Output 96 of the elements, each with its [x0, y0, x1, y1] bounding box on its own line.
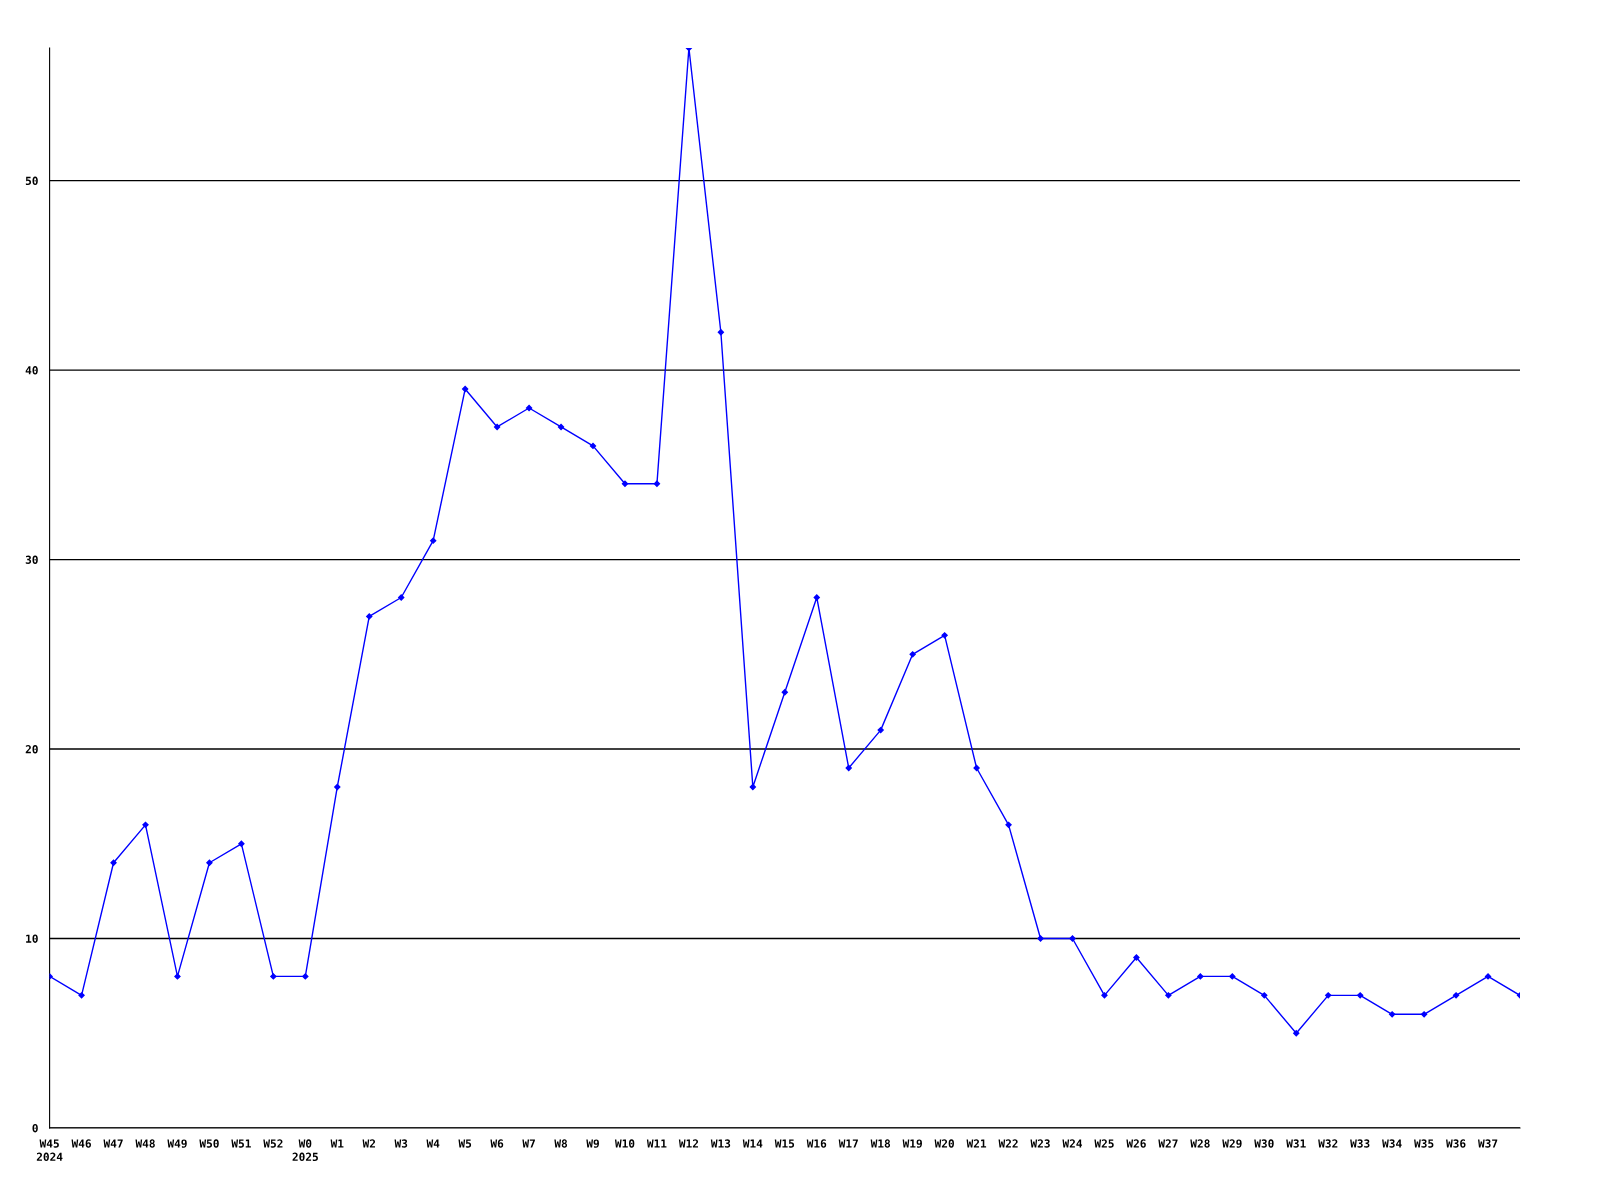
x-tick-label: W37: [1478, 1139, 1498, 1148]
point: [110, 859, 117, 866]
point: [174, 973, 181, 980]
x-tick-label: W22: [998, 1139, 1018, 1148]
x-tick-label: W5: [458, 1139, 472, 1148]
point: [461, 385, 469, 393]
point: [493, 423, 501, 431]
point: [909, 651, 916, 658]
point: [302, 973, 309, 980]
point: [941, 632, 948, 639]
point: [1357, 992, 1364, 999]
x-tick-label: W33: [1350, 1139, 1370, 1148]
point: [366, 613, 373, 620]
point: [334, 783, 341, 791]
x-tick-label: W52: [263, 1139, 283, 1148]
point: [1037, 935, 1044, 942]
point: [206, 859, 213, 866]
point: [525, 404, 533, 412]
x-tick-label: W18: [870, 1139, 891, 1148]
x-tick-label: W26: [1126, 1139, 1146, 1148]
point: [1452, 992, 1460, 999]
point: [1101, 992, 1108, 999]
point: [813, 594, 820, 601]
x-tick-label: W30: [1254, 1139, 1274, 1148]
point: [1293, 1030, 1300, 1037]
x-tick-label: W11: [646, 1139, 667, 1148]
point: [1133, 954, 1140, 961]
x-tick-label: W19: [902, 1139, 922, 1148]
x-tick-label: W12: [678, 1139, 699, 1148]
point: [270, 973, 277, 980]
y-tick-label: 30: [25, 555, 38, 564]
point: [589, 442, 597, 450]
x-tick-label: W27: [1158, 1139, 1178, 1148]
x-tick-label: W49: [167, 1139, 187, 1148]
x-tick-label: W29: [1222, 1139, 1242, 1148]
point: [78, 992, 85, 999]
x-tick-label: W23: [1030, 1139, 1050, 1148]
point: [845, 764, 852, 772]
x-tick-label: W28: [1190, 1139, 1210, 1148]
point: [653, 480, 661, 487]
x-tick-label: W32: [1318, 1139, 1338, 1148]
point: [781, 689, 788, 696]
x-tick-label: W17: [838, 1139, 858, 1148]
x-tick-label: W9: [586, 1139, 599, 1148]
x-tick-label: W10: [614, 1139, 635, 1148]
x-tick-label: W25: [1094, 1139, 1114, 1148]
point: [1388, 1011, 1396, 1018]
x-tick-label: W46: [71, 1139, 91, 1148]
x-tick-label: W50: [199, 1139, 219, 1148]
x-tick-label: W15: [774, 1139, 795, 1148]
x-tick-label: W36: [1446, 1139, 1466, 1148]
x-tick-label: W51: [231, 1139, 251, 1148]
point: [877, 726, 884, 734]
point: [1069, 935, 1076, 942]
point: [1165, 992, 1172, 999]
point: [430, 537, 437, 544]
point: [973, 764, 980, 772]
x-tick-label: W0 2025: [292, 1139, 318, 1161]
x-tick-label: W45 2024: [36, 1139, 63, 1161]
point: [717, 329, 725, 336]
x-tick-label: W14: [742, 1139, 763, 1148]
point: [1420, 1011, 1428, 1018]
x-tick-label: W24: [1062, 1139, 1083, 1148]
point: [1229, 973, 1236, 980]
x-tick-label: W47: [103, 1139, 123, 1148]
point: [1005, 821, 1012, 828]
point: [238, 840, 245, 847]
x-tick-label: W16: [806, 1139, 827, 1148]
x-tick-label: W20: [934, 1139, 954, 1148]
x-tick-label: W7: [522, 1139, 535, 1148]
point: [398, 594, 405, 601]
point: [557, 423, 565, 431]
point: [1325, 992, 1332, 999]
y-tick-label: 40: [25, 366, 38, 375]
point: [1484, 973, 1492, 980]
x-tick-label: W21: [966, 1139, 987, 1148]
y-tick-label: 50: [25, 176, 38, 186]
point: [749, 783, 756, 791]
x-tick-label: W35: [1414, 1139, 1434, 1148]
x-tick-label: W4: [426, 1139, 440, 1148]
x-tick-label: W1: [330, 1139, 344, 1148]
point: [1261, 992, 1268, 999]
point: [1197, 973, 1204, 980]
x-tick-label: W13: [710, 1139, 731, 1148]
y-tick-label: 10: [26, 934, 38, 943]
point: [621, 480, 629, 487]
x-tick-label: W2: [362, 1139, 376, 1148]
x-tick-label: W6: [490, 1139, 504, 1148]
x-tick-label: W31: [1286, 1139, 1306, 1148]
y-tick-label: 0: [32, 1123, 38, 1133]
y-tick-label: 20: [25, 745, 38, 754]
x-tick-label: W3: [394, 1139, 408, 1148]
x-tick-label: W8: [554, 1139, 568, 1148]
x-tick-label: W48: [135, 1139, 155, 1148]
point: [142, 821, 149, 828]
x-tick-label: W34: [1382, 1139, 1402, 1148]
